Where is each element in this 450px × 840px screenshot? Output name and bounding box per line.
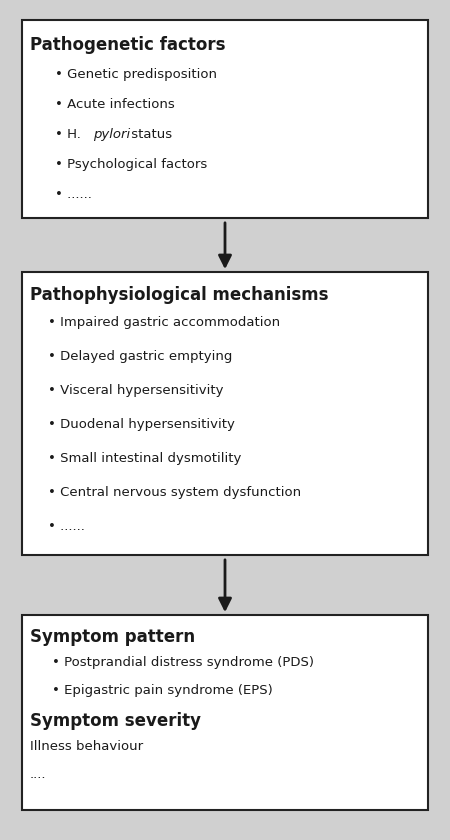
Text: • Impaired gastric accommodation: • Impaired gastric accommodation	[48, 316, 280, 329]
Text: Symptom severity: Symptom severity	[30, 712, 201, 730]
Text: • Acute infections: • Acute infections	[55, 98, 175, 111]
Text: pylori: pylori	[93, 128, 130, 141]
Text: • Visceral hypersensitivity: • Visceral hypersensitivity	[48, 384, 224, 397]
Text: Pathogenetic factors: Pathogenetic factors	[30, 36, 225, 54]
Text: ....: ....	[30, 768, 46, 781]
Bar	[22, 20, 428, 218]
Bar	[22, 615, 428, 810]
Text: • Epigastric pain syndrome (EPS): • Epigastric pain syndrome (EPS)	[52, 684, 273, 697]
Text: • ......: • ......	[48, 520, 85, 533]
Text: • Small intestinal dysmotility: • Small intestinal dysmotility	[48, 452, 241, 465]
Text: • Duodenal hypersensitivity: • Duodenal hypersensitivity	[48, 418, 235, 431]
Text: Illness behaviour: Illness behaviour	[30, 740, 143, 753]
Text: • Postprandial distress syndrome (PDS): • Postprandial distress syndrome (PDS)	[52, 656, 314, 669]
Bar	[22, 272, 428, 555]
Text: status: status	[127, 128, 172, 141]
Text: Pathophysiological mechanisms: Pathophysiological mechanisms	[30, 286, 328, 304]
Text: • Genetic predisposition: • Genetic predisposition	[55, 68, 217, 81]
Text: • Delayed gastric emptying: • Delayed gastric emptying	[48, 350, 232, 363]
Text: • H.: • H.	[55, 128, 85, 141]
Text: • Psychological factors: • Psychological factors	[55, 158, 207, 171]
Text: Symptom pattern: Symptom pattern	[30, 628, 195, 646]
Text: • Central nervous system dysfunction: • Central nervous system dysfunction	[48, 486, 301, 499]
Text: • ......: • ......	[55, 188, 92, 201]
